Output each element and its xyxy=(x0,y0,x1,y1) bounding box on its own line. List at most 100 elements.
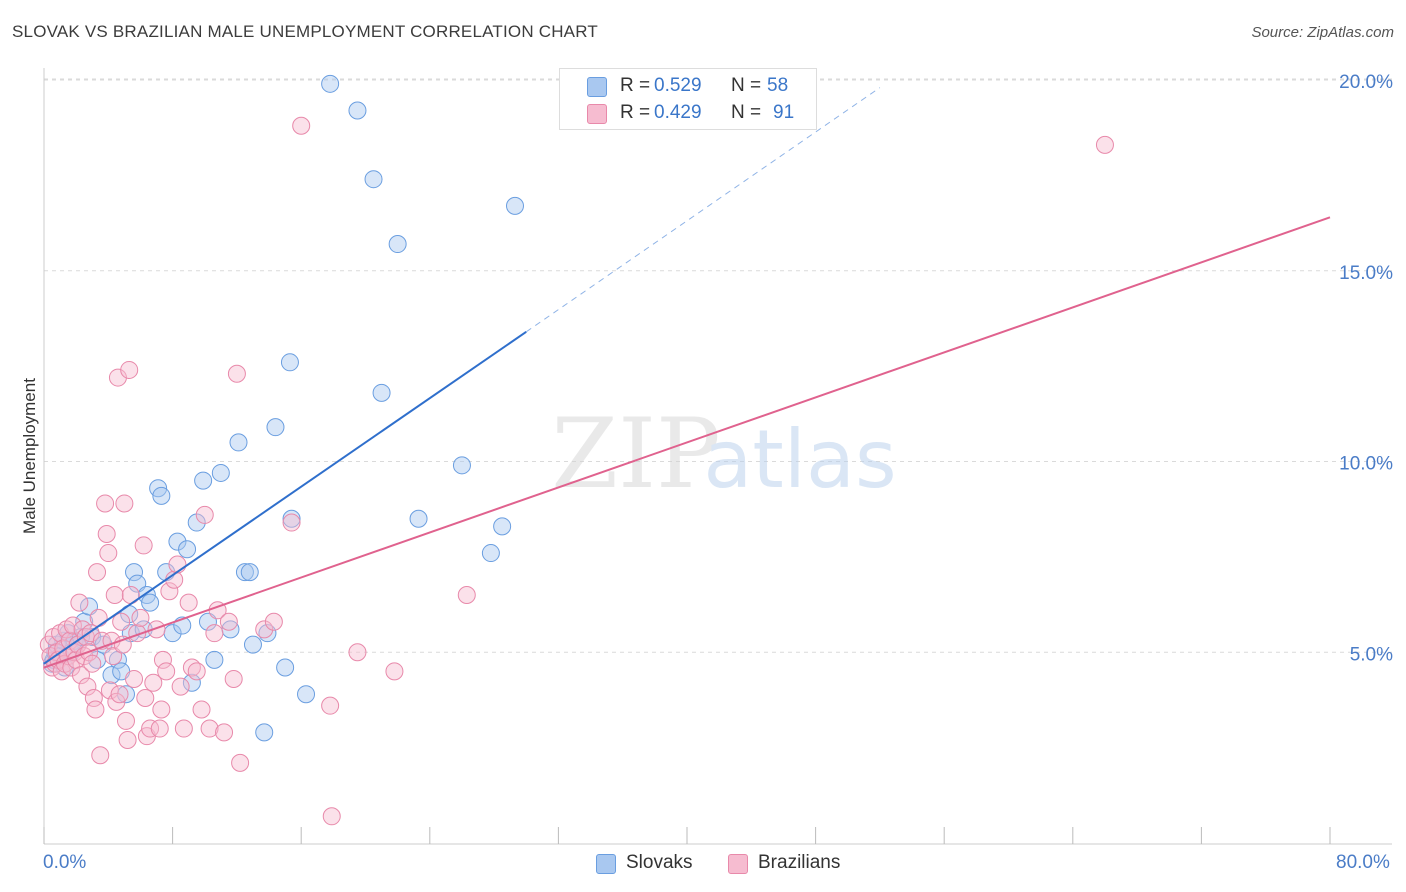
bottom-legend-label-slovaks: Slovaks xyxy=(626,852,693,873)
y-tick-label: 15.0% xyxy=(1339,263,1393,284)
data-point xyxy=(168,532,187,551)
data-point xyxy=(348,101,367,120)
data-point xyxy=(78,677,97,696)
trend-lines xyxy=(43,87,1331,669)
data-point xyxy=(205,624,224,643)
chart-title: SLOVAK VS BRAZILIAN MALE UNEMPLOYMENT CO… xyxy=(12,22,598,41)
trend-line-slovaks-extension xyxy=(525,87,881,333)
data-point xyxy=(91,746,110,765)
data-point xyxy=(195,505,214,524)
legend-r-label: R = xyxy=(620,102,651,123)
data-point xyxy=(160,582,179,601)
data-point xyxy=(321,74,340,93)
data-point xyxy=(457,586,476,605)
legend-n-label: N = xyxy=(731,75,762,96)
data-point xyxy=(192,700,211,719)
data-point xyxy=(100,681,119,700)
data-point xyxy=(96,494,115,513)
data-point xyxy=(71,666,90,685)
data-point xyxy=(105,586,124,605)
bottom-legend-swatch-slovaks xyxy=(596,854,616,874)
legend-swatch-brazilians xyxy=(587,104,607,124)
watermark: ZIP atlas xyxy=(551,398,896,510)
x-tick-label-min: 0.0% xyxy=(43,852,87,873)
y-axis-label: Male Unemployment xyxy=(20,378,39,534)
data-point xyxy=(102,666,121,685)
data-points xyxy=(39,74,1114,826)
data-point xyxy=(150,719,169,738)
data-point xyxy=(116,711,135,730)
legend-r-value-slovaks: 0.529 xyxy=(654,75,702,96)
data-point xyxy=(385,662,404,681)
data-point xyxy=(168,555,187,574)
data-point xyxy=(231,753,250,772)
data-point xyxy=(219,612,238,631)
legend-r-label: R = xyxy=(620,75,651,96)
legend-r-value-brazilians: 0.429 xyxy=(654,102,702,123)
data-point xyxy=(264,612,283,631)
data-point xyxy=(174,719,193,738)
x-tick-label-max: 80.0% xyxy=(1336,852,1390,873)
data-point xyxy=(89,608,108,627)
data-point xyxy=(84,689,103,708)
data-point xyxy=(194,471,213,490)
data-point xyxy=(372,383,391,402)
data-point xyxy=(83,654,102,673)
data-point xyxy=(97,524,116,543)
data-point xyxy=(282,509,301,528)
data-point xyxy=(348,643,367,662)
data-point xyxy=(229,433,248,452)
bottom-legend-swatch-brazilians xyxy=(728,854,748,874)
data-point xyxy=(215,723,234,742)
data-point xyxy=(282,513,301,532)
data-point xyxy=(118,730,137,749)
data-point xyxy=(147,620,166,639)
data-point xyxy=(187,662,206,681)
trend-line-brazilians xyxy=(43,216,1331,669)
watermark-zip: ZIP xyxy=(551,398,720,510)
data-point xyxy=(141,593,160,612)
data-point xyxy=(125,669,144,688)
data-point xyxy=(205,650,224,669)
series-brazilians xyxy=(39,116,1114,826)
bottom-legend-label-brazilians: Brazilians xyxy=(758,852,841,873)
data-point xyxy=(88,563,107,582)
data-point xyxy=(1095,135,1114,154)
legend-swatch-slovaks xyxy=(587,77,607,97)
legend-n-value-slovaks: 58 xyxy=(767,75,789,96)
axes xyxy=(43,68,1392,845)
data-point xyxy=(255,620,274,639)
data-point xyxy=(128,624,147,643)
y-tick-label: 5.0% xyxy=(1350,644,1393,665)
data-point xyxy=(505,196,524,215)
correlation-legend: R = 0.529 N = 58 R = 0.429 N = 91 xyxy=(559,68,817,130)
data-point xyxy=(157,662,176,681)
data-point xyxy=(452,456,471,475)
data-point xyxy=(86,700,105,719)
data-point xyxy=(134,536,153,555)
data-point xyxy=(224,669,243,688)
data-point xyxy=(112,612,131,631)
data-point xyxy=(152,700,171,719)
data-point xyxy=(141,719,160,738)
data-point xyxy=(171,677,190,696)
data-point xyxy=(266,418,285,437)
data-point xyxy=(144,673,163,692)
data-point xyxy=(110,685,129,704)
watermark-atlas: atlas xyxy=(703,413,896,506)
data-point xyxy=(179,593,198,612)
data-point xyxy=(409,509,428,528)
data-point xyxy=(70,593,89,612)
data-point xyxy=(99,544,118,563)
y-tick-labels: 5.0% 10.0% 15.0% 20.0% xyxy=(1339,72,1393,665)
data-point xyxy=(131,608,150,627)
data-point xyxy=(182,673,201,692)
legend-n-value-brazilians: 91 xyxy=(773,102,795,123)
data-point xyxy=(227,364,246,383)
y-tick-label: 10.0% xyxy=(1339,454,1393,475)
data-point xyxy=(178,540,197,559)
source-label: Source: ZipAtlas.com xyxy=(1251,24,1394,41)
data-point xyxy=(153,650,172,669)
data-point xyxy=(280,353,299,372)
